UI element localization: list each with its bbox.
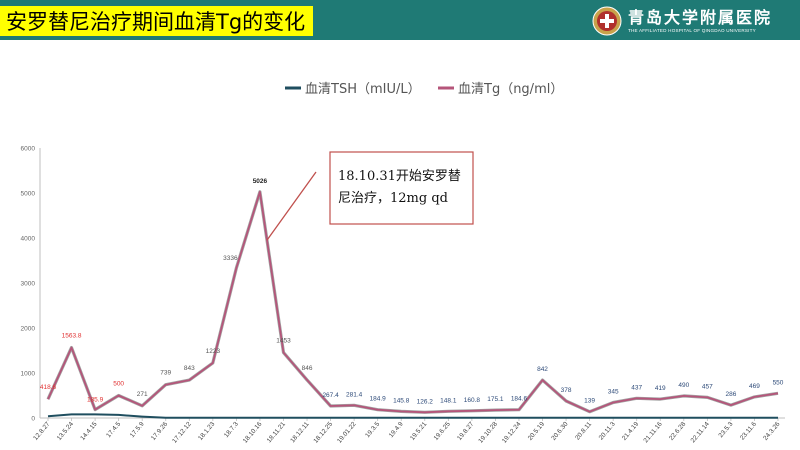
y-tick-label: 1000 — [21, 371, 36, 378]
tg-data-label: 286 — [725, 391, 736, 398]
x-tick-label: 21.11.16 — [642, 420, 664, 444]
x-tick-label: 17.9.26 — [150, 420, 170, 441]
x-tick-label: 13.5.24 — [56, 420, 76, 441]
y-tick-label: 0 — [31, 416, 35, 423]
tg-data-label: 1453 — [276, 338, 291, 345]
x-tick-label: 17.5.9 — [129, 420, 146, 439]
x-tick-label: 22.6.28 — [668, 420, 688, 441]
y-tick-label: 6000 — [21, 146, 36, 153]
y-tick-label: 5000 — [21, 191, 36, 198]
tg-data-label: 184.9 — [370, 396, 387, 403]
tg-data-label: 843 — [184, 365, 195, 372]
x-tick-label: 22.11.14 — [690, 420, 712, 444]
x-tick-label: 19.3.5 — [364, 420, 381, 439]
annotation-text-line: 尼治疗，12mg qd — [338, 191, 448, 206]
legend-tg-label: 血清Tg（ng/ml） — [458, 82, 563, 97]
tg-data-label: 739 — [160, 370, 171, 377]
x-tick-label: 19.5.21 — [409, 420, 429, 441]
tg-data-label: 281.4 — [346, 391, 363, 398]
tg-data-label: 271 — [137, 391, 148, 398]
x-tick-label: 18.12.11 — [289, 420, 311, 444]
tg-data-label: 148.1 — [440, 397, 457, 404]
x-tick-label: 14.4.15 — [79, 420, 99, 441]
x-tick-label: 19.6.25 — [433, 420, 453, 441]
x-tick-label: 21.4.19 — [621, 420, 641, 441]
tg-data-label: 345 — [608, 388, 619, 395]
y-tick-label: 4000 — [21, 236, 36, 243]
slide-title-box: 安罗替尼治疗期间血清Tg的变化 — [0, 6, 314, 36]
tg-data-label: 490 — [678, 382, 689, 389]
tg-data-label: 846 — [302, 365, 313, 372]
x-tick-label: 17.12.12 — [171, 420, 193, 444]
x-tick-label: 19.4.9 — [388, 420, 405, 439]
tg-data-label: 1563.8 — [62, 333, 82, 340]
hospital-logo: 青岛大学附属医院 THE AFFILIATED HOSPITAL OF QING… — [592, 4, 796, 38]
x-tick-label: 20.6.30 — [550, 420, 570, 441]
x-tick-label: 19.12.24 — [501, 420, 523, 444]
x-tick-label: 24.3.26 — [762, 420, 782, 441]
logo-chinese-text: 青岛大学附属医院 — [628, 7, 773, 27]
tg-data-label: 160.8 — [464, 397, 481, 404]
legend-tsh-label: 血清TSH（mIU/L） — [305, 82, 421, 97]
tg-data-label: 184.6 — [511, 396, 528, 403]
annotation-text-line: 18.10.31开始安罗替 — [338, 169, 461, 184]
x-tick-label: 23.11.6 — [739, 421, 758, 442]
tg-data-label: 185.9 — [87, 397, 104, 404]
logo-english-text: THE AFFILIATED HOSPITAL OF QINGDAO UNIVE… — [628, 27, 756, 33]
tg-data-label: 139 — [584, 398, 595, 405]
y-tick-label: 3000 — [21, 281, 36, 288]
tg-data-label: 469 — [749, 383, 760, 390]
x-tick-label: 18.7.3 — [223, 420, 240, 439]
tg-data-label: 500 — [113, 381, 124, 388]
x-tick-label: 20.8.11 — [574, 421, 593, 442]
tg-data-label: 3336 — [223, 255, 238, 262]
tg-data-label: 175.1 — [487, 396, 504, 403]
x-tick-label: 20.5.19 — [527, 420, 547, 441]
annotation-pointer-line — [266, 171, 317, 241]
tg-data-label: 267.4 — [322, 392, 339, 399]
tsh-series-line — [47, 413, 778, 419]
tg-data-label: 5026 — [253, 178, 268, 185]
x-tick-label: 19.01.22 — [336, 420, 358, 444]
x-tick-label: 17.4.5 — [105, 420, 122, 439]
tg-data-label: 550 — [773, 379, 784, 386]
x-tick-label: 23.5.3 — [717, 420, 734, 439]
x-tick-label: 18.11.21 — [266, 420, 288, 444]
x-tick-label: 18.1.23 — [197, 420, 217, 441]
tg-data-label: 1223 — [206, 348, 221, 355]
header-bar: 安罗替尼治疗期间血清Tg的变化 青岛大学附属医院 THE AFFILIATED … — [0, 0, 800, 40]
hospital-emblem-icon — [592, 6, 622, 36]
tg-data-label: 145.8 — [393, 397, 410, 404]
x-tick-label: 19.8.27 — [456, 420, 476, 441]
x-tick-label: 19.10.28 — [477, 420, 499, 444]
tg-data-label: 378 — [561, 387, 572, 394]
annotation-box — [329, 151, 474, 225]
tg-series-line — [47, 190, 779, 414]
tg-data-label: 419 — [655, 385, 666, 392]
slide-title: 安罗替尼治疗期间血清Tg的变化 — [6, 10, 306, 34]
x-tick-label: 12.8.27 — [32, 420, 52, 441]
tg-data-label: 842 — [537, 366, 548, 373]
x-tick-label: 18.12.25 — [312, 420, 334, 444]
tg-data-label: 437 — [631, 384, 642, 391]
tg-series-shadow-line — [46, 190, 779, 414]
x-tick-label: 20.11.3 — [598, 421, 617, 442]
tg-data-label: 418.6 — [40, 384, 57, 391]
y-tick-label: 2000 — [21, 326, 36, 333]
tg-data-label: 457 — [702, 383, 713, 390]
tg-data-label: 126.2 — [417, 398, 434, 405]
x-tick-label: 18.10.16 — [242, 420, 264, 444]
